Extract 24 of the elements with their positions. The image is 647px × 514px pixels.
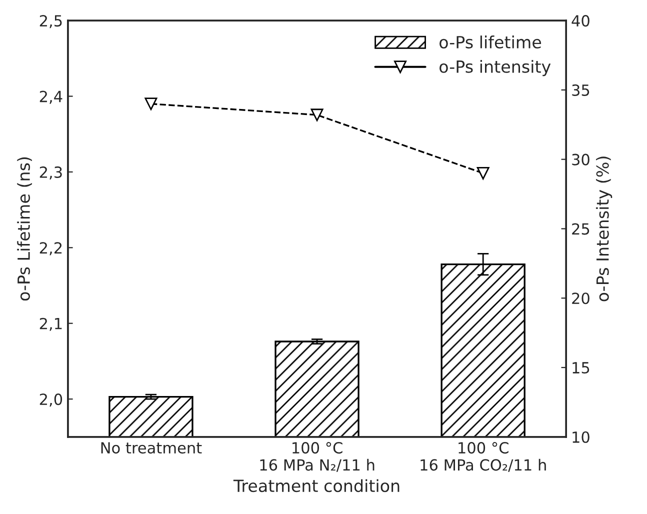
point [476, 166, 490, 180]
y2-tick-label: 30 [572, 154, 590, 166]
y-tick-label: 2,5 [40, 15, 62, 28]
y-tick-label: 2,3 [40, 166, 62, 180]
y-tick-label: 2,1 [40, 318, 62, 331]
legend-label: o-Ps intensity [440, 60, 551, 76]
legend-label: o-Ps lifetime [440, 36, 542, 48]
x-axis-title: Treatment condition [233, 479, 400, 492]
y-tick-label: 2,0 [40, 394, 62, 407]
y2-tick-label: 25 [572, 223, 590, 235]
y2-tick-label: 35 [572, 84, 590, 96]
x-tick-label: 100 °C 16 MPa CO₂/11 h [420, 442, 546, 472]
y2-tick-label: 10 [572, 431, 590, 443]
x-tick-label: 100 °C 16 MPa N₂/11 h [260, 442, 374, 472]
point [310, 108, 324, 122]
y-tick-label: 2,2 [40, 242, 62, 256]
point [144, 98, 158, 110]
y2-axis-title: o-Ps Intensity (%) [596, 156, 612, 302]
y-tick-label: 2,4 [40, 90, 62, 104]
y2-tick-label: 15 [572, 362, 590, 374]
x-tick-label: No treatment [101, 442, 202, 454]
y2-tick-label: 20 [572, 292, 590, 304]
y-axis-title: o-Ps Lifetime (ns) [17, 157, 32, 301]
y2-tick-label: 40 [572, 15, 590, 27]
